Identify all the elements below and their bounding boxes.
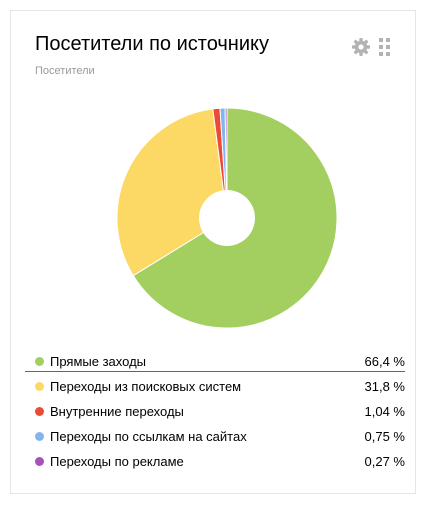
pie-chart [116, 107, 338, 329]
legend-label: Переходы из поисковых систем [50, 379, 242, 394]
legend-item[interactable]: Переходы по ссылкам на сайтах 0,75 % [25, 424, 405, 449]
settings-button[interactable] [351, 37, 371, 57]
legend-value: 66,4 % [364, 354, 405, 369]
donut-hole [199, 190, 255, 246]
legend-item[interactable]: Внутренние переходы 1,04 % [25, 399, 405, 424]
legend-label: Переходы по ссылкам на сайтах [50, 429, 247, 444]
legend-item[interactable]: Переходы из поисковых систем 31,8 % [25, 374, 405, 399]
legend-value: 31,8 % [364, 379, 405, 394]
legend-value: 0,27 % [364, 454, 405, 469]
legend-item[interactable]: Прямые заходы 66,4 % [25, 349, 405, 374]
legend-color-dot [35, 382, 44, 391]
gear-icon [352, 38, 370, 56]
widget-card: Посетители по источнику Посетители [10, 10, 416, 494]
legend-value: 1,04 % [364, 404, 405, 419]
legend-color-dot [35, 357, 44, 366]
widget-subtitle: Посетители [35, 65, 95, 77]
pie-svg [116, 107, 338, 329]
pie-slice[interactable] [116, 108, 228, 277]
legend-item[interactable]: Переходы по рекламе 0,27 % [25, 449, 405, 474]
legend-color-dot [35, 457, 44, 466]
legend-label: Прямые заходы [50, 354, 147, 369]
legend-color-dot [35, 432, 44, 441]
chart-legend: Прямые заходы 66,4 % Переходы из поисковых… [25, 349, 405, 474]
legend-label: Внутренние переходы [50, 404, 184, 419]
drag-handle[interactable] [379, 38, 391, 56]
drag-handle-icon [379, 38, 390, 56]
legend-label: Переходы по рекламе [50, 454, 184, 469]
legend-value: 0,75 % [364, 429, 405, 444]
legend-color-dot [35, 407, 44, 416]
widget-title: Посетители по источнику [35, 33, 269, 55]
